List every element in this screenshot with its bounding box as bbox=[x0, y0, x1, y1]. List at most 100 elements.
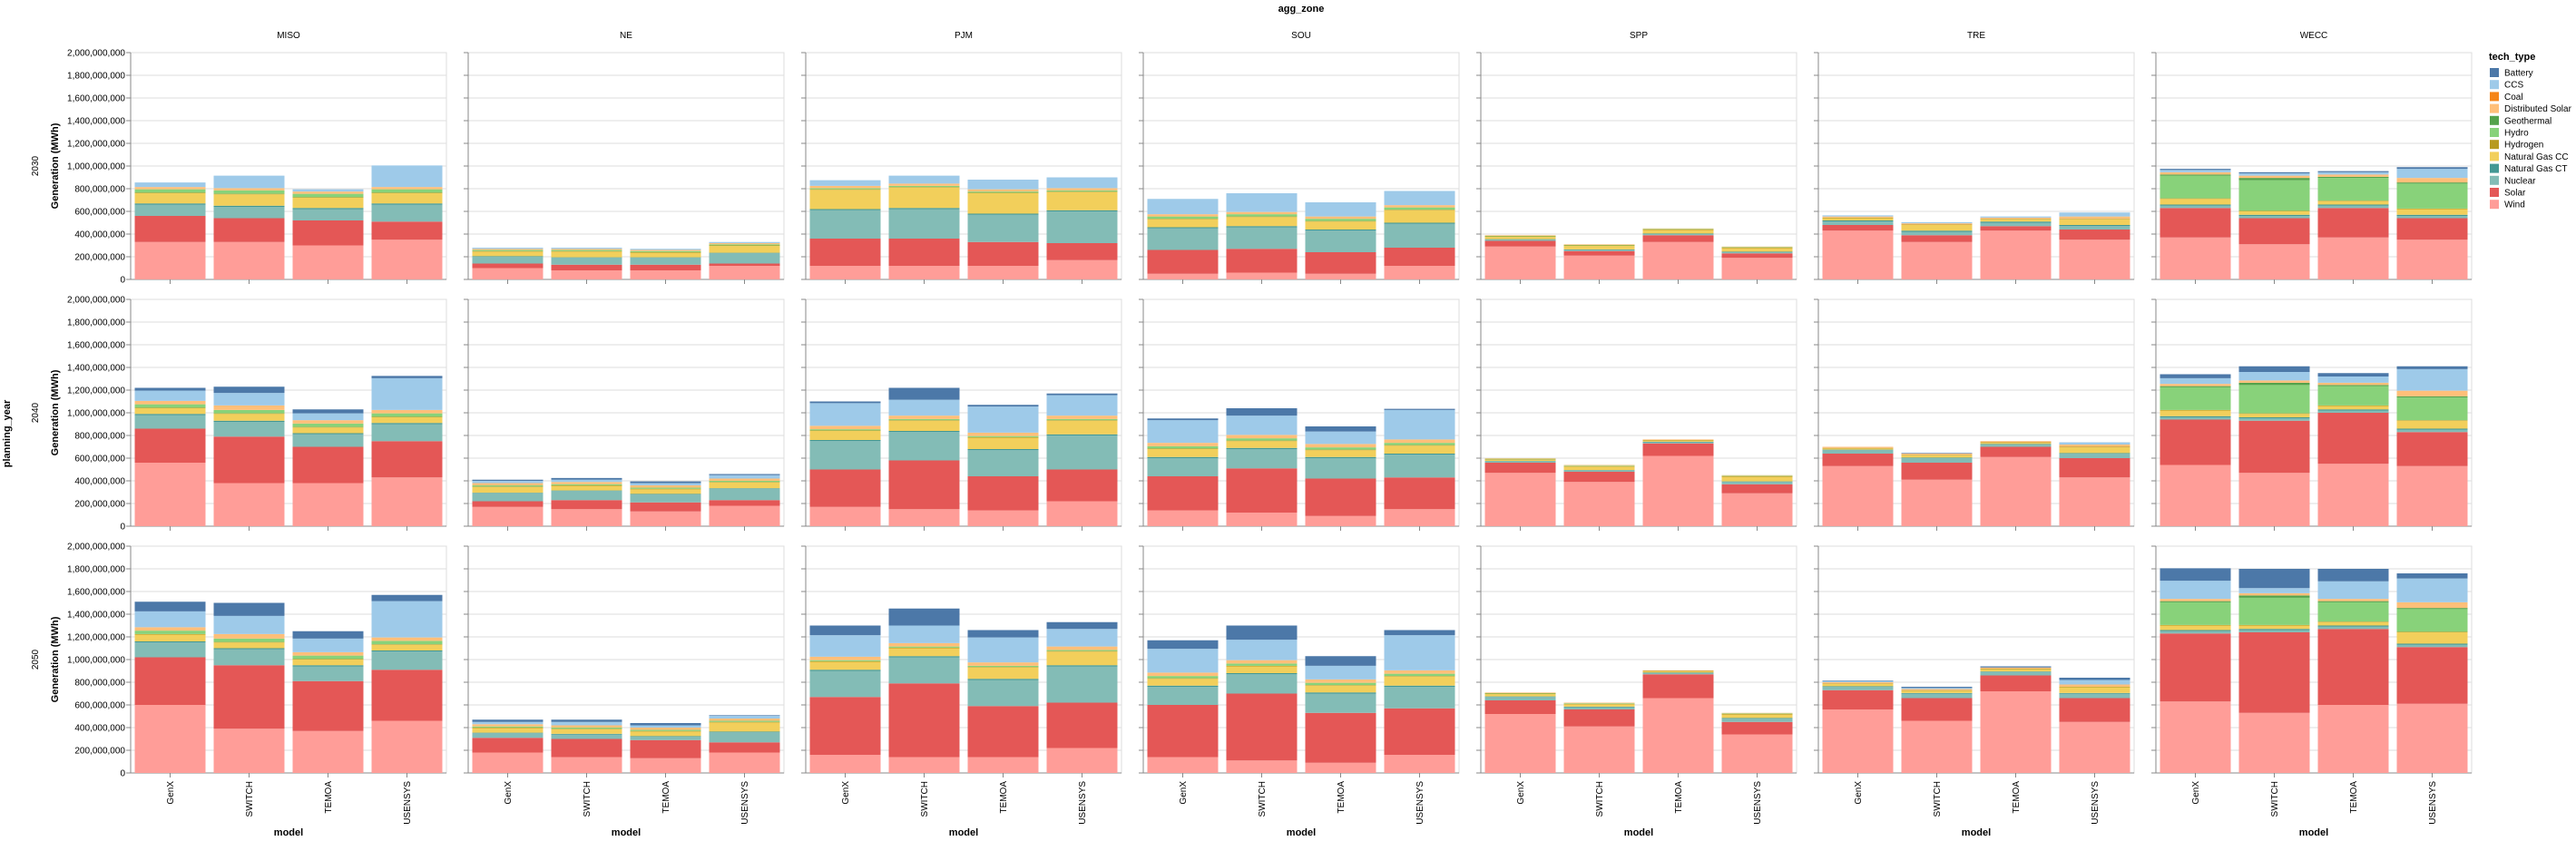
bar-segment-natural-gas-cc bbox=[2160, 199, 2231, 205]
bar-segment-nuclear bbox=[809, 441, 881, 470]
bar-segment-wind bbox=[1642, 698, 1714, 773]
bar-segment-distributed-solar bbox=[888, 183, 960, 186]
bar-segment-hydro bbox=[2396, 183, 2468, 209]
bar-segment-nuclear bbox=[371, 424, 443, 442]
bar-segment-hydrogen bbox=[1305, 449, 1376, 451]
bar-segment-hydrogen bbox=[1147, 678, 1219, 680]
bar-segment-hydrogen bbox=[1642, 440, 1714, 441]
bar-segment-solar bbox=[1980, 675, 2052, 691]
bar-segment-solar bbox=[1980, 446, 2052, 457]
bar-segment-natural-gas-cc bbox=[1305, 450, 1376, 457]
bar-segment-natural-gas-ct bbox=[967, 679, 1039, 680]
bar-segment-solar bbox=[1046, 469, 1118, 502]
bar-segment-distributed-solar bbox=[709, 719, 780, 721]
bar-segment-wind bbox=[1147, 757, 1219, 773]
y-tick-label: 400,000,000 bbox=[74, 477, 125, 487]
bar-segment-solar bbox=[2317, 629, 2389, 705]
bar-segment-wind bbox=[1305, 762, 1376, 773]
bar-segment-distributed-solar bbox=[1484, 692, 1556, 693]
bar-segment-ccs bbox=[134, 182, 206, 188]
bar-segment-wind bbox=[1563, 726, 1635, 773]
bar-segment-wind bbox=[1226, 760, 1298, 773]
bar-segment-battery bbox=[371, 594, 443, 601]
bar-segment-nuclear bbox=[1384, 687, 1455, 709]
bar-segment-distributed-solar bbox=[371, 409, 443, 414]
bar-segment-natural-gas-cc bbox=[630, 731, 701, 737]
bar-segment-ccs bbox=[2317, 376, 2389, 383]
bar-segment-nuclear bbox=[1226, 449, 1298, 469]
bar-segment-wind bbox=[1046, 259, 1118, 279]
y-tick-label: 2,000,000,000 bbox=[67, 296, 125, 306]
bar-segment-solar bbox=[967, 706, 1039, 758]
legend-item-distributed-solar: Distributed Solar bbox=[2490, 103, 2572, 114]
bar-segment-natural-gas-ct bbox=[1822, 686, 1894, 687]
y-tick-label: 1,800,000,000 bbox=[67, 318, 125, 328]
panel-spp-2030 bbox=[1476, 52, 1797, 284]
bar-segment-battery bbox=[2396, 573, 2468, 579]
bar-segment-wind bbox=[1721, 258, 1793, 279]
y-tick-label: 1,200,000,000 bbox=[67, 140, 125, 150]
bar-segment-distributed-solar bbox=[1147, 214, 1219, 217]
bar-segment-solar bbox=[472, 738, 544, 753]
bar-segment-wind bbox=[371, 477, 443, 526]
bar-segment-nuclear bbox=[967, 680, 1039, 707]
bar-segment-hydro bbox=[2238, 385, 2310, 414]
bar-segment-wind bbox=[1226, 513, 1298, 526]
bar-segment-battery bbox=[709, 715, 780, 716]
bar-segment-hydrogen bbox=[2059, 687, 2130, 688]
bar-segment-hydro bbox=[292, 655, 364, 660]
bar-segment-nuclear bbox=[2238, 630, 2310, 632]
bar-segment-wind bbox=[1046, 748, 1118, 773]
bar-segment-nuclear bbox=[1721, 482, 1793, 484]
bar-segment-distributed-solar bbox=[888, 416, 960, 419]
bar-segment-distributed-solar bbox=[292, 651, 364, 656]
bar-segment-solar bbox=[1642, 235, 1714, 242]
bar-segment-distributed-solar bbox=[709, 478, 780, 481]
bar-segment-distributed-solar bbox=[551, 725, 622, 728]
bar-segment-wind bbox=[2160, 465, 2231, 526]
bar-segment-hydrogen bbox=[1305, 220, 1376, 222]
bar-segment-natural-gas-ct bbox=[1384, 454, 1455, 455]
bar-segment-hydro bbox=[967, 435, 1039, 437]
bar-segment-natural-gas-cc bbox=[551, 251, 622, 258]
bar-segment-solar bbox=[134, 216, 206, 242]
bar-segment-distributed-solar bbox=[1305, 216, 1376, 220]
legend-swatch bbox=[2490, 115, 2499, 125]
bar-segment-hydrogen bbox=[2160, 624, 2231, 626]
x-tick-label: USENSYS bbox=[2428, 781, 2438, 825]
bar-segment-nuclear bbox=[1384, 223, 1455, 248]
bar-segment-nuclear bbox=[1721, 252, 1793, 254]
x-axis-title: model bbox=[1624, 827, 1653, 838]
bar-segment-solar bbox=[1305, 712, 1376, 763]
bar-segment-solar bbox=[2317, 208, 2389, 238]
x-tick-label: SWITCH bbox=[583, 781, 593, 817]
bar-segment-natural-gas-cc bbox=[1484, 459, 1556, 462]
bar-segment-hydrogen bbox=[2238, 210, 2310, 211]
y-tick-label: 0 bbox=[120, 276, 125, 286]
bar-segment-ccs bbox=[2059, 680, 2130, 685]
bar-segment-ccs bbox=[809, 403, 881, 426]
bar-segment-hydro bbox=[1226, 438, 1298, 441]
bar-segment-distributed-solar bbox=[888, 642, 960, 647]
bar-segment-solar bbox=[1305, 478, 1376, 516]
bar-segment-hydro bbox=[1147, 216, 1219, 220]
bar-segment-solar bbox=[630, 264, 701, 270]
bar-segment-distributed-solar bbox=[1642, 670, 1714, 671]
bar-segment-natural-gas-cc bbox=[1901, 455, 1973, 458]
bar-segment-solar bbox=[2160, 208, 2231, 238]
bar-segment-geothermal bbox=[2160, 601, 2231, 602]
bar-segment-distributed-solar bbox=[967, 432, 1039, 436]
bar-segment-natural-gas-ct bbox=[551, 733, 622, 735]
bar-segment-wind bbox=[134, 241, 206, 279]
bar-segment-hydrogen bbox=[2396, 420, 2468, 421]
bar-segment-natural-gas-cc bbox=[1226, 666, 1298, 673]
bar-segment-distributed-solar bbox=[472, 724, 544, 727]
bar-segment-natural-gas-ct bbox=[2238, 214, 2310, 216]
bar-segment-ccs bbox=[1046, 395, 1118, 416]
bar-segment-hydro bbox=[2238, 180, 2310, 211]
bar-segment-nuclear bbox=[2396, 216, 2468, 219]
bar-segment-ccs bbox=[2238, 173, 2310, 176]
y-tick-label: 1,200,000,000 bbox=[67, 386, 125, 396]
zone-label-sou: SOU bbox=[1291, 31, 1311, 41]
bar-segment-hydro bbox=[134, 404, 206, 408]
